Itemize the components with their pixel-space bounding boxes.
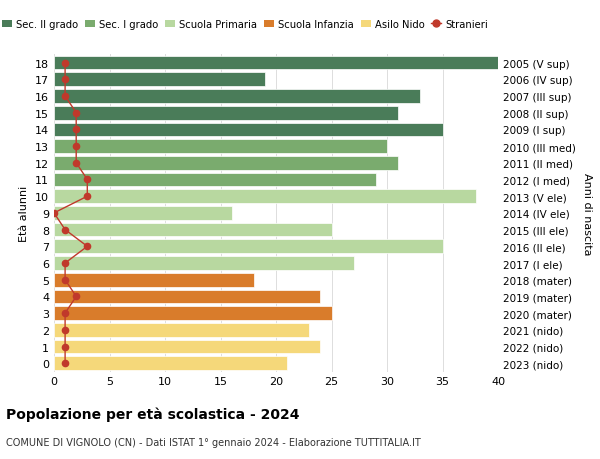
Bar — [54, 190, 476, 204]
Bar — [54, 273, 254, 287]
Bar — [54, 257, 354, 270]
Bar — [54, 140, 387, 154]
Y-axis label: Età alunni: Età alunni — [19, 185, 29, 241]
Bar — [54, 73, 265, 87]
Bar — [54, 123, 443, 137]
Bar — [54, 223, 332, 237]
Bar — [54, 157, 398, 170]
Bar — [54, 90, 421, 104]
Legend: Sec. II grado, Sec. I grado, Scuola Primaria, Scuola Infanzia, Asilo Nido, Stran: Sec. II grado, Sec. I grado, Scuola Prim… — [0, 16, 492, 34]
Bar — [54, 307, 332, 320]
Text: COMUNE DI VIGNOLO (CN) - Dati ISTAT 1° gennaio 2024 - Elaborazione TUTTITALIA.IT: COMUNE DI VIGNOLO (CN) - Dati ISTAT 1° g… — [6, 437, 421, 447]
Bar — [54, 290, 320, 303]
Bar — [54, 173, 376, 187]
Bar — [54, 340, 320, 353]
Bar — [54, 323, 310, 337]
Bar — [54, 240, 443, 254]
Text: Popolazione per età scolastica - 2024: Popolazione per età scolastica - 2024 — [6, 406, 299, 421]
Bar — [54, 357, 287, 370]
Bar — [54, 106, 398, 120]
Y-axis label: Anni di nascita: Anni di nascita — [583, 172, 592, 255]
Bar — [54, 56, 509, 70]
Bar — [54, 207, 232, 220]
